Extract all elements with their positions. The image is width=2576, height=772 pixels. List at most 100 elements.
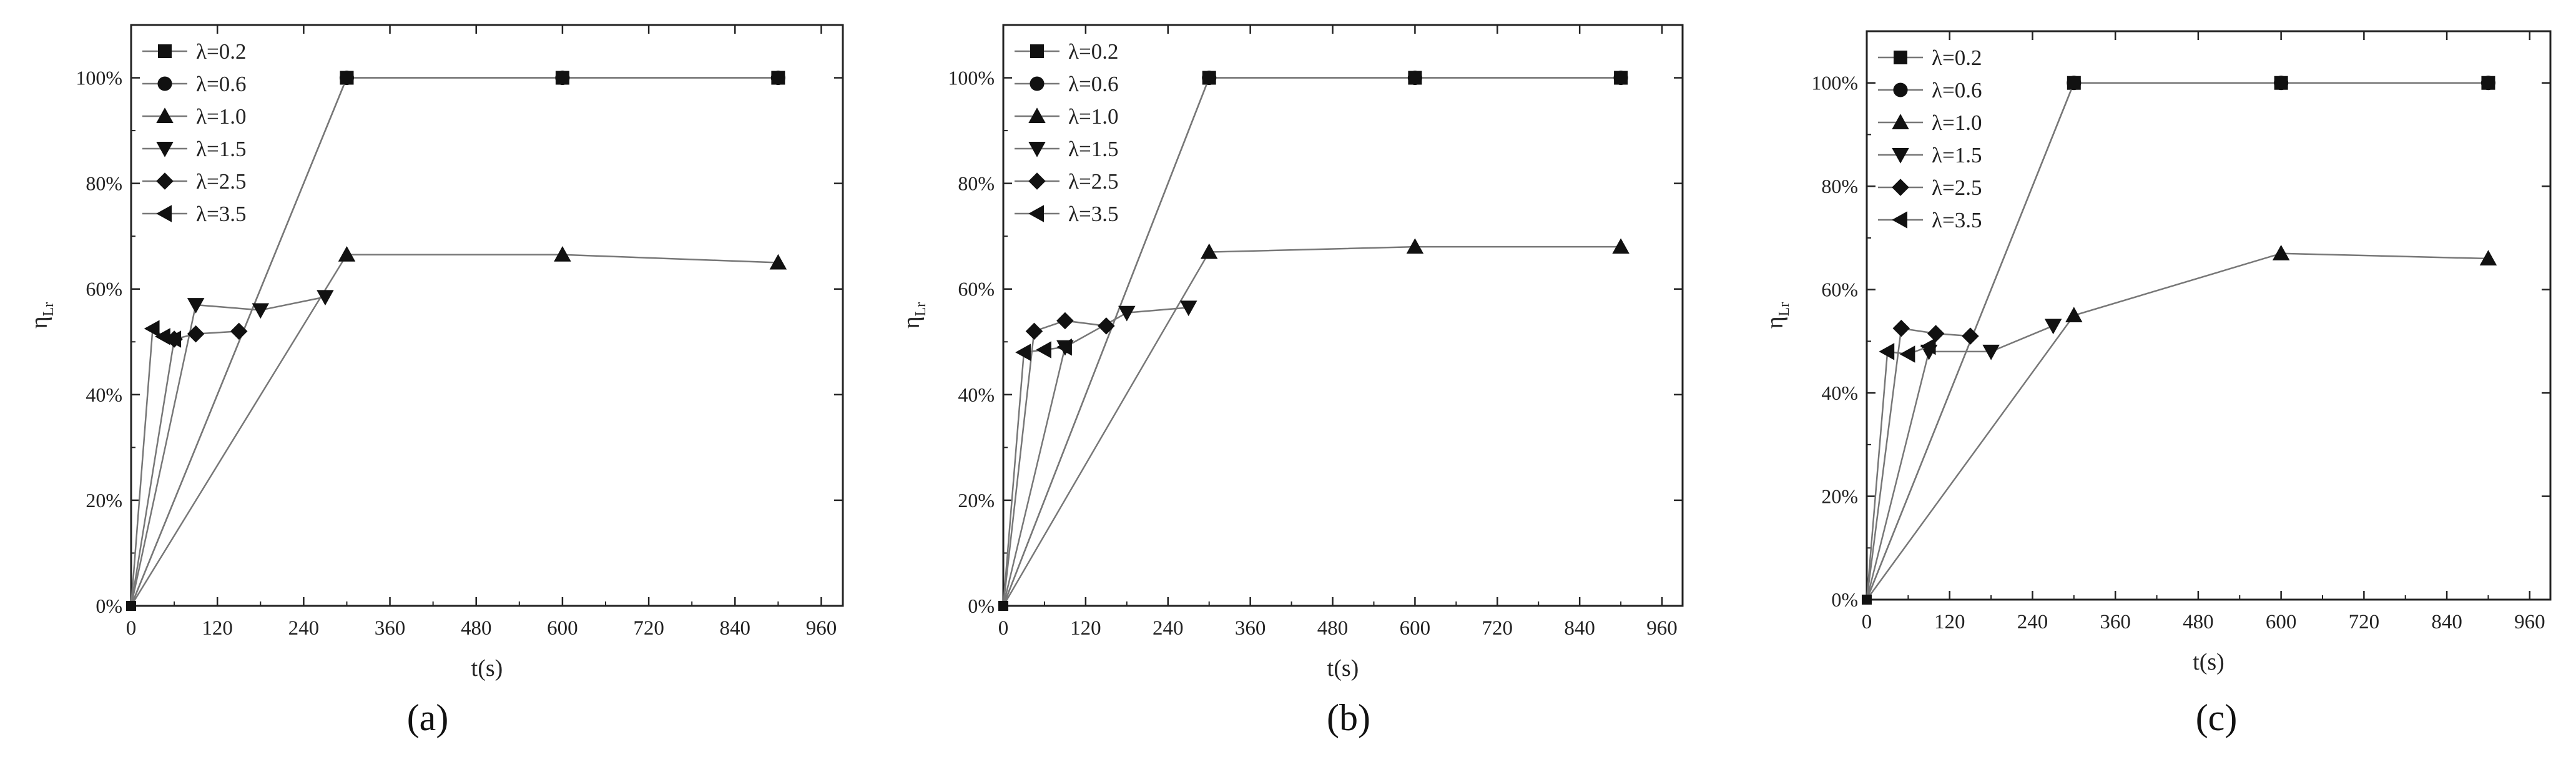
data-point <box>2067 76 2082 91</box>
data-point <box>1892 319 1910 337</box>
legend-entry: λ=3.5 <box>1932 208 1982 232</box>
x-tick-label: 360 <box>1235 617 1266 640</box>
y-axis-label-subscript: Lr <box>41 302 57 317</box>
legend-entry: λ=0.6 <box>1932 78 1982 102</box>
series-line <box>130 254 779 606</box>
legend-entry: λ=2.5 <box>1932 176 1982 200</box>
x-tick-label: 840 <box>720 617 751 640</box>
data-point <box>1407 70 1422 86</box>
y-axis-label-main: η <box>898 316 925 329</box>
series-2 <box>1002 70 1628 606</box>
data-point <box>1927 325 1945 342</box>
legend-entry: λ=0.2 <box>196 39 246 64</box>
series-6 <box>130 320 182 606</box>
origin-point <box>126 601 136 611</box>
legend: λ=0.2 λ=0.6 λ=1.0 λ=1.5 λ=2.5 λ=3.5 <box>142 39 246 226</box>
chart-panel-b: 0 120 240 360 480 600 720 840 960 0% 20% 40% 60% 80% 1… <box>858 0 1717 772</box>
data-point <box>769 254 787 270</box>
chart-b-svg: 0 120 240 360 480 600 720 840 960 0% 20% 40% 60% 80% 1… <box>898 24 1684 681</box>
x-tick-label: 960 <box>1646 617 1678 640</box>
x-tick-label: 960 <box>806 617 837 640</box>
x-tick-label: 720 <box>633 617 664 640</box>
data-point <box>770 70 785 86</box>
series-3 <box>130 246 787 606</box>
legend: λ=0.2 λ=0.6 λ=1.0 λ=1.5 λ=2.5 λ=3.5 <box>1015 39 1118 226</box>
data-point <box>555 70 570 86</box>
x-tick-label: 0 <box>998 617 1009 640</box>
legend-marker <box>156 172 174 190</box>
legend-marker <box>1030 76 1045 91</box>
legend-marker <box>156 205 172 222</box>
x-tick-label: 960 <box>2514 611 2545 633</box>
plot-frame <box>130 24 844 607</box>
legend-entry: λ=1.5 <box>1068 137 1118 161</box>
panel-label-text: (a) <box>406 697 449 738</box>
panel-label-b: (b) <box>1311 696 1386 740</box>
legend-entry: λ=2.5 <box>196 169 246 194</box>
x-axis-label: t(s) <box>471 655 503 681</box>
legend-entry: λ=1.0 <box>1932 111 1982 135</box>
legend-entry: λ=0.6 <box>196 72 246 96</box>
series-line <box>130 296 326 606</box>
series-6 <box>1866 337 1936 600</box>
x-tick-label: 360 <box>375 617 406 640</box>
data-point <box>155 328 170 345</box>
y-axis-label-main: η <box>26 316 52 329</box>
x-tick-label: 480 <box>461 617 492 640</box>
plot-frame <box>1866 30 2552 601</box>
x-tick-label: 720 <box>1482 617 1513 640</box>
data-point <box>1036 341 1051 359</box>
series-4 <box>1866 319 2062 600</box>
y-tick-label: 60% <box>86 278 122 300</box>
x-tick-label: 840 <box>1564 617 1595 640</box>
data-point <box>2044 319 2062 335</box>
series-line <box>130 77 779 606</box>
x-tick-label: 0 <box>1862 611 1872 633</box>
series-line <box>1866 325 2054 600</box>
x-tick-label: 360 <box>2100 611 2131 633</box>
data-point <box>1612 238 1630 254</box>
legend-entry: λ=1.5 <box>1932 143 1982 167</box>
y-tick-label: 40% <box>958 384 995 406</box>
legend-marker <box>1028 172 1046 190</box>
series-3 <box>1866 244 2497 600</box>
data-point <box>1179 300 1197 317</box>
legend-entry: λ=1.0 <box>196 104 246 129</box>
x-tick-label: 600 <box>2266 611 2297 633</box>
data-point <box>1879 343 1895 360</box>
y-tick-label: 20% <box>958 489 995 512</box>
legend-entry: λ=3.5 <box>1068 202 1118 226</box>
y-tick-label: 100% <box>1811 72 1858 94</box>
series-line <box>1866 345 1929 600</box>
data-point <box>2479 250 2497 265</box>
y-tick-label: 40% <box>1821 382 1858 404</box>
data-point <box>144 320 160 337</box>
data-point <box>338 246 356 262</box>
data-point <box>165 330 182 348</box>
y-tick-label: 80% <box>1821 175 1858 197</box>
data-point <box>2272 244 2290 260</box>
x-tick-label: 240 <box>2017 611 2048 633</box>
series-line <box>1002 307 1189 606</box>
series-5 <box>1866 319 1979 600</box>
x-tick-label: 600 <box>1400 617 1431 640</box>
data-point <box>1202 70 1217 86</box>
series-4 <box>130 290 334 606</box>
data-point <box>1899 345 1915 363</box>
data-point <box>1098 317 1115 335</box>
y-tick-label: 0% <box>1831 588 1858 611</box>
x-tick-label: 480 <box>1317 617 1349 640</box>
data-point <box>1025 322 1043 340</box>
data-point <box>1920 337 1936 355</box>
legend-marker <box>156 142 174 157</box>
data-point <box>252 303 270 319</box>
data-point <box>1056 312 1074 330</box>
series-line <box>1002 320 1107 606</box>
legend-marker <box>1892 179 1909 196</box>
legend: λ=0.2 λ=0.6 λ=1.0 λ=1.5 λ=2.5 λ=3.5 <box>1878 46 1982 232</box>
series-line <box>1866 252 2489 600</box>
data-point <box>1118 305 1136 322</box>
y-tick-label: 80% <box>958 172 995 195</box>
data-point <box>1962 327 1979 345</box>
series-line <box>1002 77 1621 606</box>
